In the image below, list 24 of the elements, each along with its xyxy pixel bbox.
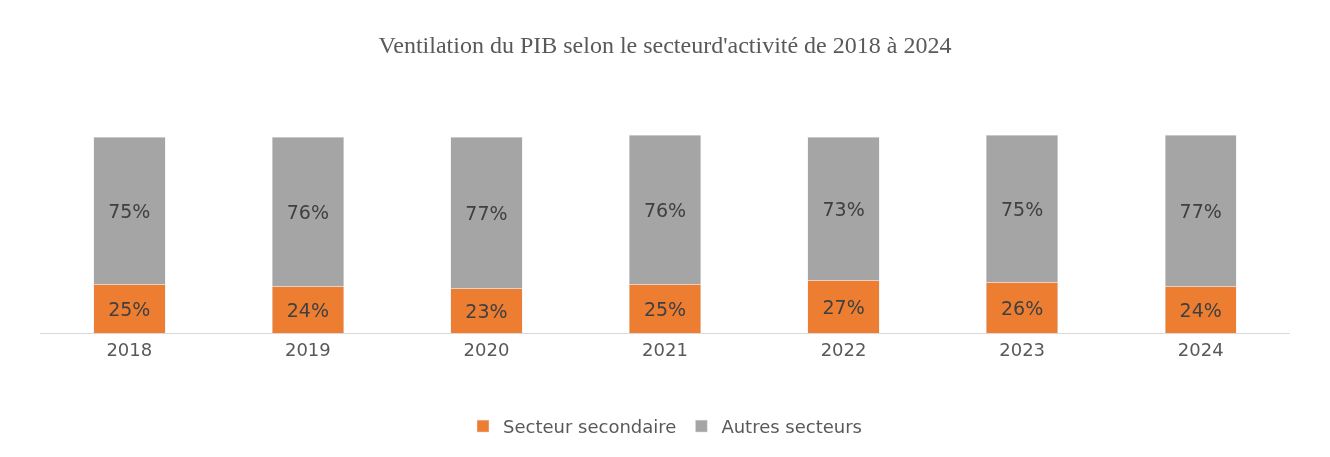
data-label: 24%: [286, 298, 329, 321]
data-label: 73%: [822, 197, 865, 220]
x-tick-label: 2024: [1177, 338, 1224, 360]
data-label: 76%: [286, 200, 329, 223]
data-label: 25%: [643, 297, 687, 320]
x-tick-label: 2020: [463, 338, 510, 360]
x-tick-label: 2022: [820, 338, 867, 360]
x-tick-label: 2021: [642, 338, 688, 360]
data-label: 25%: [108, 297, 151, 320]
data-label: 23%: [465, 299, 508, 322]
x-tick-label: 2018: [106, 338, 153, 360]
data-label: 77%: [465, 201, 508, 224]
x-tick-label: 2019: [284, 338, 331, 360]
data-label: 75%: [1001, 197, 1044, 220]
data-label: 27%: [822, 295, 865, 318]
data-label: 26%: [1001, 296, 1044, 319]
data-label: 77%: [1179, 199, 1222, 222]
chart-title: Ventilation du PIB selon le secteurd'activité de 2018 à 2024: [378, 32, 952, 59]
data-label: 24%: [1179, 298, 1222, 321]
x-tick-label: 2023: [999, 338, 1046, 360]
legend-label: Secteur secondaire: [503, 416, 677, 438]
data-label: 75%: [108, 199, 151, 222]
data-label: 76%: [643, 198, 687, 221]
legend-label: Autres secteurs: [721, 416, 862, 438]
